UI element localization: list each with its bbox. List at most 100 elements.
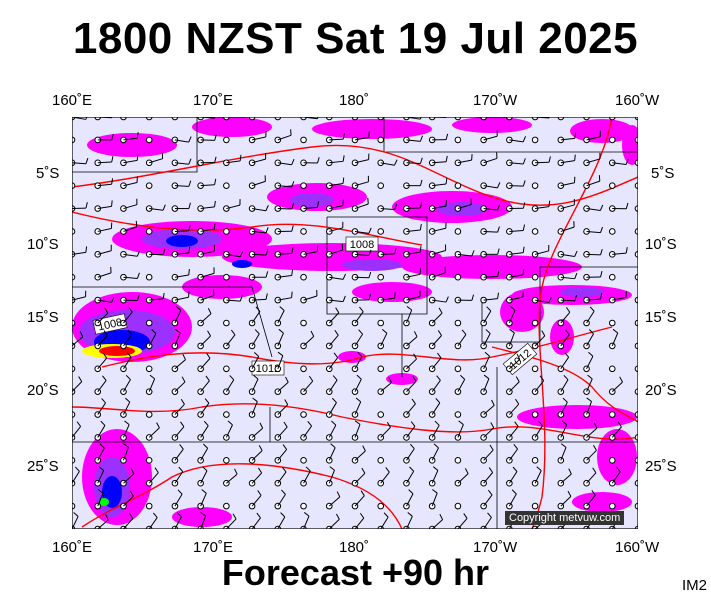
wind-barb [403, 489, 414, 510]
wind-barb [557, 294, 578, 304]
lat-label-left-10s: 10˚S [27, 236, 59, 253]
wind-barb [223, 365, 230, 373]
wind-barb [248, 175, 266, 189]
wind-barb [351, 197, 369, 212]
wind-barb [325, 199, 344, 212]
wind-barb [145, 248, 166, 258]
wind-barb [557, 490, 572, 510]
wind-barb [72, 273, 76, 281]
wind-barb [480, 467, 494, 487]
wind-barb [583, 175, 601, 189]
wind-barb [120, 117, 131, 121]
wind-barb [531, 420, 543, 441]
wind-barb [145, 182, 153, 189]
wind-barb [428, 296, 449, 304]
wind-barb [480, 374, 490, 395]
wind-barb [274, 291, 293, 304]
wind-barb [72, 182, 76, 189]
wind-barb [583, 152, 601, 167]
wind-barb [274, 181, 295, 189]
wind-barb [171, 466, 184, 487]
lat-label-left-20s: 20˚S [27, 382, 59, 399]
wind-barb [145, 502, 153, 510]
wind-barb [197, 289, 215, 304]
wind-barb [171, 269, 190, 281]
wind-barb [557, 375, 569, 395]
wind-barb [171, 512, 182, 529]
wind-barb [325, 443, 336, 464]
wind-barb [351, 131, 370, 144]
wind-barb [454, 420, 464, 441]
wind-barb [531, 273, 539, 281]
wind-barb [480, 182, 501, 189]
wind-barb [120, 513, 134, 529]
wind-barb [223, 273, 230, 281]
wind-barb [248, 490, 262, 510]
wind-barb [608, 376, 623, 395]
wind-barb [120, 397, 131, 418]
wind-barb [171, 353, 186, 373]
wind-barb [171, 224, 191, 235]
wind-barb [120, 468, 135, 487]
wind-barb [608, 273, 616, 281]
wind-barb [377, 273, 385, 281]
wind-barb [197, 443, 209, 464]
wind-barb [171, 306, 182, 327]
wind-barb [480, 489, 493, 510]
wind-barb [557, 117, 571, 121]
wind-barb [94, 514, 109, 529]
wind-barb [608, 247, 628, 258]
wind-barb [454, 228, 462, 235]
wind-barb [145, 136, 153, 144]
wind-barb [94, 352, 108, 373]
wind-barb [248, 130, 267, 144]
wind-barb [72, 319, 76, 327]
wind-barb [171, 489, 183, 510]
wind-barb [223, 329, 236, 350]
wind-barb [300, 365, 307, 373]
wind-barb [223, 136, 230, 144]
wind-barb [171, 136, 192, 144]
isobar-label-1012-a: 1012 [256, 363, 280, 375]
wind-barb [428, 155, 448, 167]
wind-barb [325, 420, 337, 441]
wind-barb [608, 457, 616, 464]
wind-barb [428, 266, 446, 281]
wind-barb [454, 502, 462, 510]
wind-barb [506, 421, 519, 441]
wind-barb [120, 198, 138, 212]
wind-barb [583, 117, 590, 121]
wind-barb [403, 353, 417, 373]
wind-barb [72, 136, 76, 144]
wind-barb [377, 502, 385, 510]
wind-barb [223, 117, 241, 121]
wind-barb [634, 296, 638, 304]
wind-barb [94, 489, 104, 510]
wind-barb [506, 246, 525, 258]
wind-barb [583, 374, 593, 395]
wind-barb [171, 376, 186, 395]
wind-barb [248, 422, 264, 441]
wind-barb [351, 271, 372, 281]
wind-barb [94, 222, 113, 235]
wind-barb [531, 136, 539, 144]
wind-barb [583, 467, 597, 487]
wind-barb [377, 457, 385, 464]
wind-barb [171, 158, 192, 167]
wind-barb [583, 490, 596, 510]
wind-barb [403, 466, 415, 487]
wind-barb [72, 466, 80, 487]
wind-barb [197, 353, 211, 373]
wind-barb [274, 399, 289, 418]
wind-barb [300, 457, 307, 464]
wind-barb [403, 443, 415, 464]
wind-barb [145, 512, 158, 529]
wind-barb [94, 296, 115, 304]
isobar-label-1008-b: 1008 [97, 317, 123, 334]
lon-label-bottom-160e: 160˚E [52, 539, 93, 556]
wind-barb [608, 117, 616, 121]
wind-barb [248, 512, 261, 529]
wind-barb [145, 292, 165, 304]
lon-label-bottom-170e: 170˚E [193, 539, 234, 556]
wind-barb [506, 180, 526, 189]
